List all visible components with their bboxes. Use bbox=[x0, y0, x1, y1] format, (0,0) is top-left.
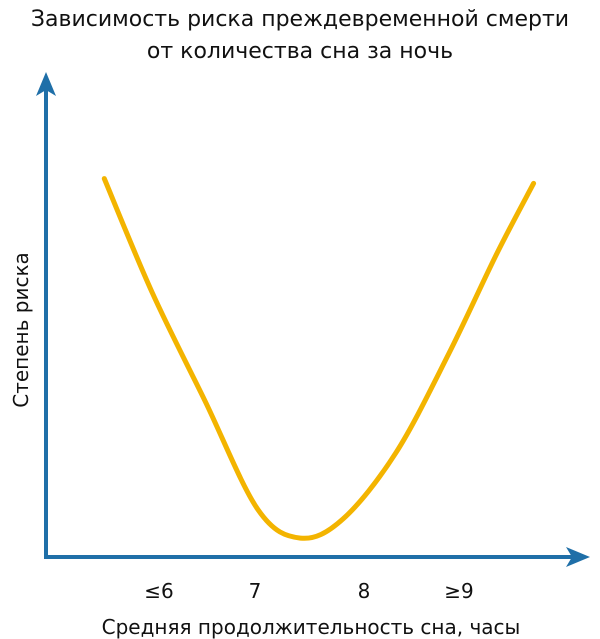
axes bbox=[36, 72, 590, 567]
chart-title-line-2: от количества сна за ночь bbox=[147, 39, 453, 64]
x-tick-labels: ≤6 7 8 ≥9 bbox=[144, 579, 473, 603]
y-axis-arrow-icon bbox=[36, 72, 56, 96]
y-axis-label: Степень риска bbox=[9, 252, 33, 408]
x-axis-label: Средняя продолжительность сна, часы bbox=[102, 615, 521, 639]
chart-title-line-1: Зависимость риска преждевременной смерти bbox=[31, 7, 569, 32]
risk-curve-line bbox=[101, 176, 537, 541]
x-axis-arrow-icon bbox=[566, 547, 590, 567]
x-tick-label: 8 bbox=[358, 579, 371, 603]
x-tick-label: ≤6 bbox=[144, 579, 173, 603]
x-tick-label: 7 bbox=[249, 579, 262, 603]
x-tick-label: ≥9 bbox=[444, 579, 473, 603]
